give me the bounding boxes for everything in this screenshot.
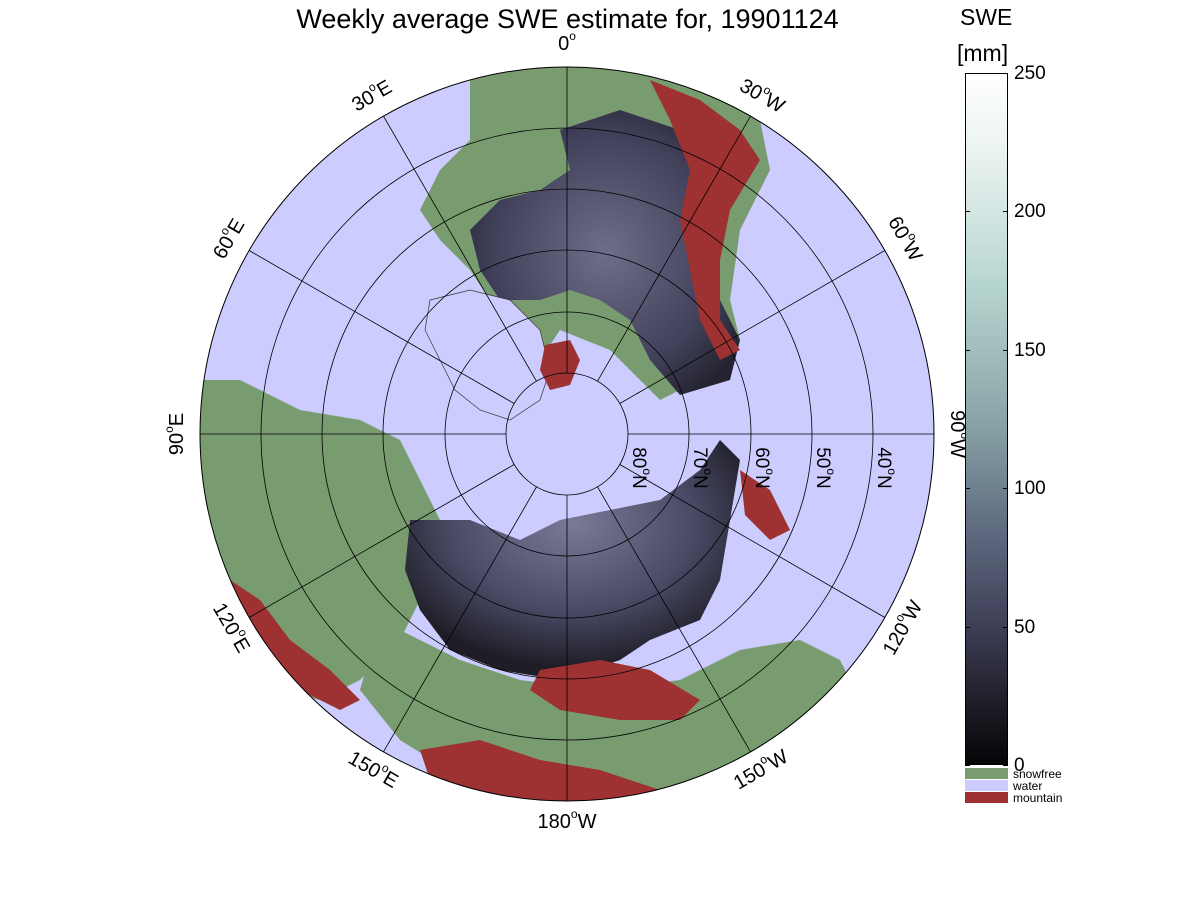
- latitude-label: 50oN: [812, 447, 838, 489]
- longitude-label: 90oE: [162, 413, 188, 455]
- longitude-label: 90oW: [946, 410, 972, 458]
- longitude-label: 180oW: [538, 807, 597, 833]
- europe-mountains: [230, 580, 360, 710]
- meridian-line: [597, 486, 751, 753]
- category-label: mountain: [1013, 791, 1063, 805]
- siberia-mountains: [530, 660, 700, 720]
- latitude-label: 80oN: [628, 447, 654, 489]
- colorbar-tick-mark: [965, 765, 970, 766]
- north-america-snow: [470, 110, 740, 395]
- eurasia-snow: [405, 440, 740, 680]
- meridian-line: [619, 250, 886, 404]
- longitude-label: 30oW: [736, 71, 791, 118]
- colorbar-tick-mark: [1003, 488, 1008, 490]
- colorbar-tick-mark: [1003, 765, 1008, 766]
- colorbar-tick-mark: [965, 73, 970, 74]
- map-title: Weekly average SWE estimate for, 1990112…: [296, 4, 839, 34]
- colorbar-tick-label: 50: [1014, 616, 1036, 638]
- colorbar-tick-label: 100: [1014, 478, 1046, 500]
- meridian-line: [597, 115, 751, 382]
- meridian-line: [248, 464, 515, 618]
- latitude-label: 70oN: [689, 447, 715, 489]
- longitude-label: 30oE: [346, 73, 396, 117]
- colorbar-tick-mark: [965, 349, 970, 351]
- latitude-labels: 80oN 70oN 60oN 50oN 40oN: [628, 447, 899, 489]
- meridian-line: [383, 486, 537, 753]
- category-label: snowfree: [1013, 767, 1062, 781]
- greenland: [424, 289, 551, 421]
- longitude-label: 60oE: [206, 213, 250, 263]
- colorbar-tick-label: 200: [1014, 201, 1046, 223]
- latitude-label: 40oN: [873, 447, 899, 489]
- colorbar-tick-mark: [1003, 349, 1008, 351]
- colorbar-tick-label: 0: [1014, 755, 1025, 776]
- colorbar-tick-mark: [965, 488, 970, 490]
- meridian-line: [248, 250, 515, 404]
- baffin-mountains: [540, 340, 580, 390]
- colorbar-tick-mark: [1003, 73, 1008, 74]
- meridian-line: [619, 464, 886, 618]
- colorbar-tick-mark: [1003, 211, 1008, 213]
- colorbar-tick-mark: [1003, 626, 1008, 628]
- category-swatch: [965, 780, 1008, 791]
- colorbar-tick-mark: [965, 211, 970, 213]
- colorbar-title: SWE: [960, 4, 1013, 30]
- colorbar-tick-label: 250: [1014, 63, 1046, 84]
- longitude-label: 60oW: [883, 211, 930, 266]
- colorbar-tick-label: 150: [1014, 339, 1046, 361]
- colorbar-tick-mark: [965, 626, 970, 628]
- north-america-mountains: [650, 80, 760, 360]
- meridian-line: [383, 115, 537, 382]
- category-swatch: [965, 792, 1008, 803]
- category-label: water: [1013, 779, 1043, 793]
- category-swatch: [965, 768, 1008, 779]
- latitude-label: 60oN: [751, 447, 777, 489]
- colorbar-unit: [mm]: [957, 40, 1009, 66]
- colorbar: [965, 73, 1008, 765]
- graticule: [199, 66, 935, 802]
- longitude-label: 0o: [558, 29, 576, 55]
- east-siberia-mountains: [740, 470, 790, 540]
